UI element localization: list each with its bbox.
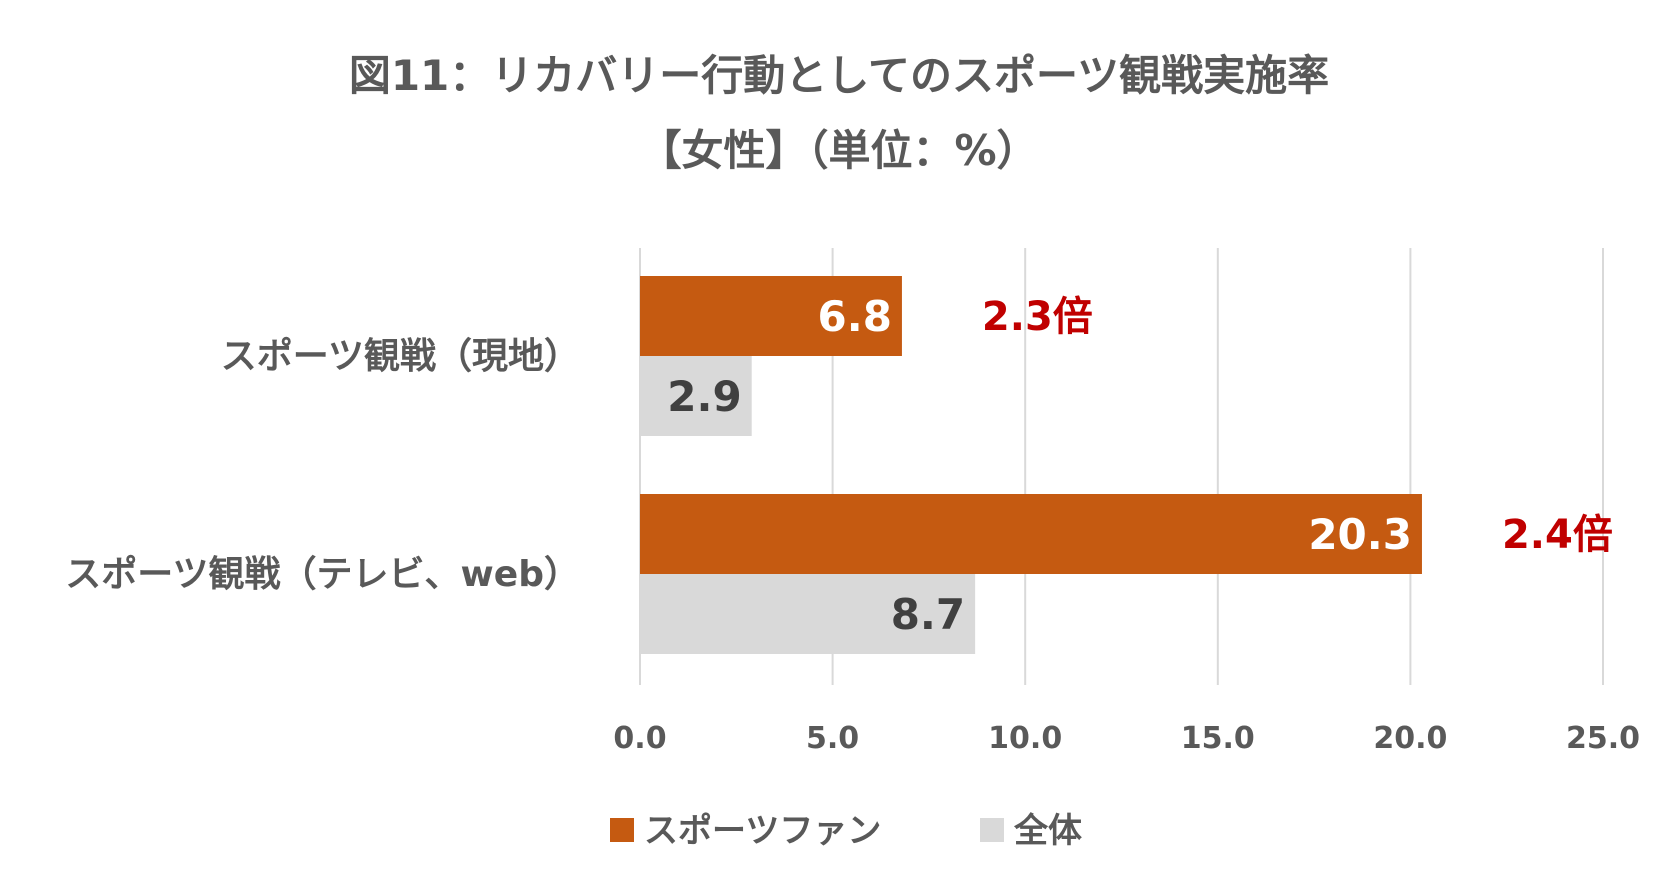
bar bbox=[640, 494, 1422, 574]
x-axis-ticks: 0.0 5.0 10.0 15.0 20.0 25.0 bbox=[613, 721, 1640, 756]
category-label: スポーツ観戦（テレビ、web） bbox=[65, 553, 580, 595]
legend-swatch bbox=[980, 818, 1004, 842]
x-tick-label: 20.0 bbox=[1373, 721, 1447, 756]
legend-swatch bbox=[610, 818, 634, 842]
x-tick-label: 10.0 bbox=[988, 721, 1062, 756]
bar-value-label: 8.7 bbox=[891, 590, 965, 639]
bar bbox=[640, 574, 976, 654]
category-labels: スポーツ観戦（現地） スポーツ観戦（テレビ、web） bbox=[65, 335, 580, 595]
chart-subtitle: 【女性】（単位：%） bbox=[639, 126, 1038, 175]
bar bbox=[640, 356, 752, 436]
category-label: スポーツ観戦（現地） bbox=[221, 335, 580, 377]
ratio-label: 2.3倍 bbox=[982, 294, 1093, 340]
legend-label: 全体 bbox=[1013, 811, 1082, 851]
bar-labels: 6.8 2.9 20.3 8.7 bbox=[667, 292, 1412, 639]
x-tick-label: 5.0 bbox=[806, 721, 859, 756]
ratio-label: 2.4倍 bbox=[1502, 512, 1613, 558]
ratio-labels: 2.3倍 2.4倍 bbox=[982, 294, 1613, 558]
bar-value-label: 20.3 bbox=[1308, 510, 1412, 559]
x-tick-label: 0.0 bbox=[613, 721, 666, 756]
legend-label: スポーツファン bbox=[644, 811, 881, 851]
legend: スポーツファン 全体 bbox=[610, 811, 1082, 851]
x-tick-label: 25.0 bbox=[1566, 721, 1640, 756]
x-tick-label: 15.0 bbox=[1181, 721, 1255, 756]
chart-title: 図11：リカバリー行動としてのスポーツ観戦実施率 bbox=[349, 51, 1329, 100]
bars bbox=[640, 276, 1422, 654]
bar-value-label: 6.8 bbox=[818, 292, 892, 341]
bar-value-label: 2.9 bbox=[667, 372, 741, 421]
bar bbox=[640, 276, 902, 356]
